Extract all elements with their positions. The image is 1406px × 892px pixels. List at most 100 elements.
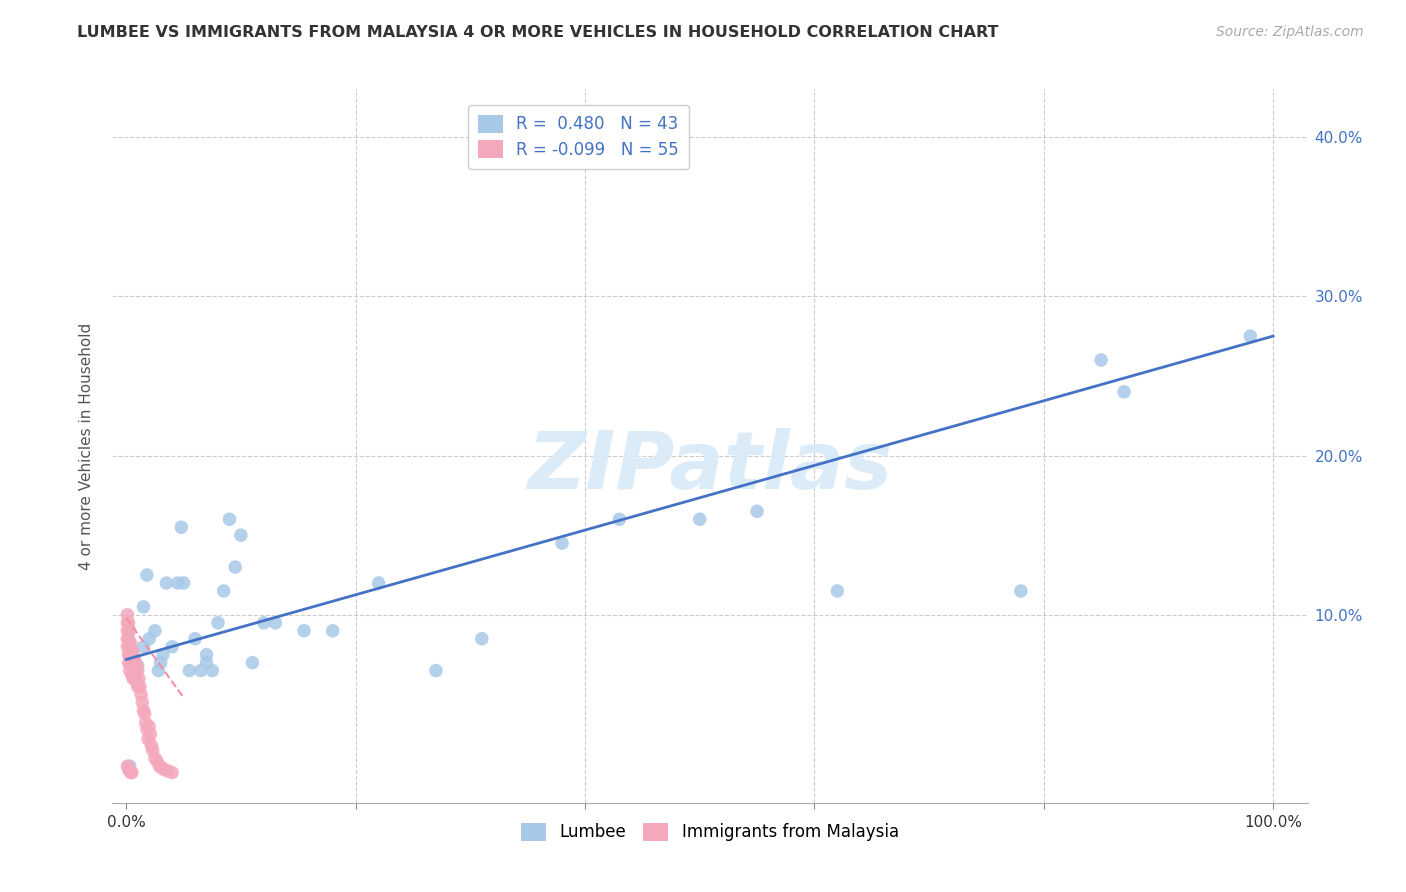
- Point: [156, 764, 179, 778]
- Point: [117, 607, 139, 622]
- Point: [135, 716, 157, 731]
- Y-axis label: 4 or more Vehicles in Household: 4 or more Vehicles in Household: [79, 322, 94, 570]
- Point: [136, 732, 159, 747]
- Point: [179, 664, 201, 678]
- Point: [118, 648, 141, 662]
- Point: [127, 680, 149, 694]
- Point: [745, 504, 768, 518]
- Point: [120, 648, 142, 662]
- Point: [141, 739, 163, 753]
- Point: [207, 615, 229, 630]
- Point: [212, 583, 235, 598]
- Point: [124, 656, 146, 670]
- Point: [1010, 583, 1032, 598]
- Point: [160, 640, 183, 654]
- Point: [129, 688, 152, 702]
- Point: [135, 568, 157, 582]
- Point: [1112, 384, 1135, 399]
- Point: [118, 759, 141, 773]
- Point: [125, 674, 148, 689]
- Point: [152, 648, 174, 662]
- Point: [117, 648, 139, 662]
- Point: [149, 656, 172, 670]
- Point: [242, 656, 264, 670]
- Point: [148, 759, 170, 773]
- Point: [195, 656, 218, 670]
- Point: [153, 762, 176, 776]
- Text: LUMBEE VS IMMIGRANTS FROM MALAYSIA 4 OR MORE VEHICLES IN HOUSEHOLD CORRELATION C: LUMBEE VS IMMIGRANTS FROM MALAYSIA 4 OR …: [77, 25, 998, 40]
- Point: [121, 668, 143, 682]
- Point: [139, 727, 162, 741]
- Point: [425, 664, 447, 678]
- Point: [1239, 329, 1261, 343]
- Point: [117, 656, 139, 670]
- Point: [138, 632, 160, 646]
- Point: [142, 743, 165, 757]
- Point: [229, 528, 252, 542]
- Point: [132, 599, 155, 614]
- Point: [173, 576, 195, 591]
- Point: [135, 723, 157, 737]
- Point: [143, 624, 166, 638]
- Point: [120, 658, 142, 673]
- Point: [121, 656, 143, 670]
- Point: [218, 512, 240, 526]
- Point: [117, 615, 139, 630]
- Point: [131, 696, 153, 710]
- Point: [551, 536, 574, 550]
- Point: [166, 576, 188, 591]
- Point: [195, 648, 218, 662]
- Point: [122, 648, 145, 662]
- Point: [134, 706, 156, 721]
- Point: [322, 624, 344, 638]
- Point: [128, 672, 150, 686]
- Point: [253, 615, 276, 630]
- Point: [117, 762, 139, 776]
- Point: [117, 640, 139, 654]
- Point: [148, 664, 170, 678]
- Point: [367, 576, 389, 591]
- Point: [132, 703, 155, 717]
- Point: [127, 658, 149, 673]
- Point: [292, 624, 315, 638]
- Point: [124, 672, 146, 686]
- Point: [121, 643, 143, 657]
- Point: [122, 658, 145, 673]
- Point: [118, 640, 141, 654]
- Point: [150, 761, 173, 775]
- Point: [122, 652, 145, 666]
- Point: [155, 576, 177, 591]
- Point: [609, 512, 631, 526]
- Point: [170, 520, 193, 534]
- Point: [190, 664, 212, 678]
- Point: [117, 632, 139, 646]
- Text: Source: ZipAtlas.com: Source: ZipAtlas.com: [1216, 25, 1364, 39]
- Point: [121, 765, 143, 780]
- Point: [264, 615, 287, 630]
- Point: [827, 583, 849, 598]
- Point: [120, 636, 142, 650]
- Point: [118, 624, 141, 638]
- Point: [117, 759, 139, 773]
- Point: [1090, 353, 1112, 368]
- Point: [132, 640, 155, 654]
- Point: [122, 668, 145, 682]
- Point: [117, 624, 139, 638]
- Point: [143, 751, 166, 765]
- Point: [184, 632, 207, 646]
- Point: [129, 680, 152, 694]
- Point: [117, 615, 139, 630]
- Point: [160, 765, 183, 780]
- Point: [471, 632, 494, 646]
- Point: [127, 664, 149, 678]
- Point: [125, 658, 148, 673]
- Point: [138, 719, 160, 733]
- Point: [118, 764, 141, 778]
- Point: [122, 672, 145, 686]
- Legend: Lumbee, Immigrants from Malaysia: Lumbee, Immigrants from Malaysia: [515, 816, 905, 848]
- Point: [118, 664, 141, 678]
- Point: [689, 512, 711, 526]
- Text: ZIPatlas: ZIPatlas: [527, 428, 893, 507]
- Point: [146, 755, 169, 769]
- Point: [201, 664, 224, 678]
